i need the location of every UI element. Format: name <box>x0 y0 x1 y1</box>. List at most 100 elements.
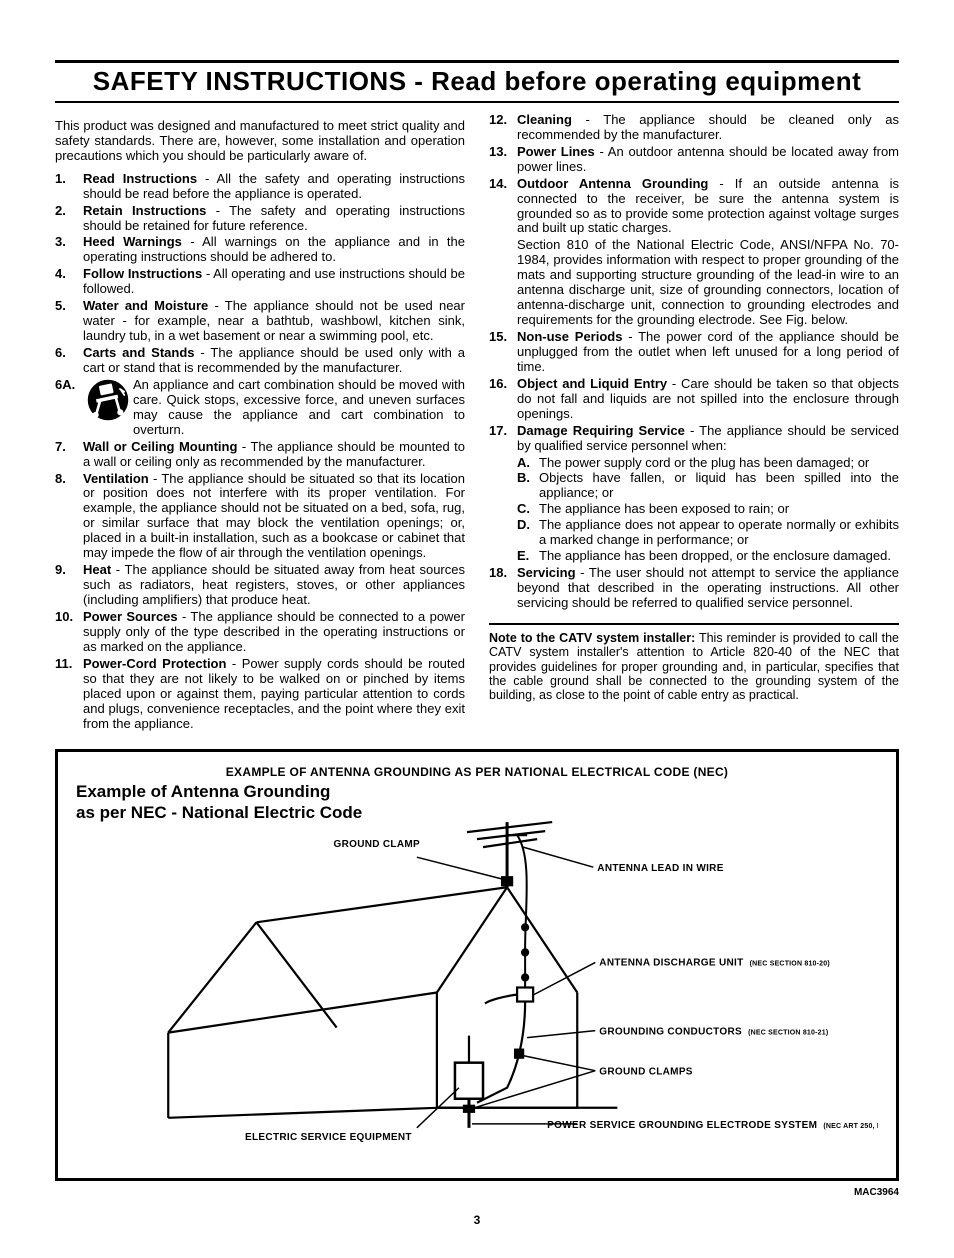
left-list-1: 1.Read Instructions - All the safety and… <box>55 172 465 376</box>
item-number: 3. <box>55 235 83 265</box>
item-text: Section 810 of the National Electric Cod… <box>517 238 899 328</box>
item-number: 1. <box>55 172 83 202</box>
list-item: 15.Non-use Periods - The power cord of t… <box>489 330 899 375</box>
item-number: 14. <box>489 177 517 237</box>
document-page: SAFETY INSTRUCTIONS - Read before operat… <box>0 0 954 1258</box>
left-column: This product was designed and manufactur… <box>55 111 465 734</box>
item-18: 18. Servicing - The user should not atte… <box>489 566 899 611</box>
list-item: 2.Retain Instructions - The safety and o… <box>55 204 465 234</box>
list-item: 13.Power Lines - An outdoor antenna shou… <box>489 145 899 175</box>
item-number: 8. <box>55 472 83 562</box>
page-number: 3 <box>55 1214 899 1228</box>
item-text: Read Instructions - All the safety and o… <box>83 172 465 202</box>
item-text: Retain Instructions - The safety and ope… <box>83 204 465 234</box>
diagram-heading-main: EXAMPLE OF ANTENNA GROUNDING AS PER NATI… <box>76 766 878 780</box>
item-number: 13. <box>489 145 517 175</box>
installer-note: Note to the CATV system installer: This … <box>489 631 899 703</box>
right-list-1: 12.Cleaning - The appliance should be cl… <box>489 113 899 237</box>
svg-text:ANTENNA DISCHARGE UNIT: ANTENNA DISCHARGE UNIT (NEC SECTION 810-… <box>599 957 830 968</box>
item-number: 15. <box>489 330 517 375</box>
sub-text: The appliance has been dropped, or the e… <box>539 549 891 564</box>
item-text: Damage Requiring Service - The appliance… <box>517 424 899 454</box>
content-columns: This product was designed and manufactur… <box>55 111 899 734</box>
svg-text:GROUNDING CONDUCTORS: GROUNDING CONDUCTORS (NEC SECTION 810-21… <box>599 1027 828 1038</box>
left-list-2: 7.Wall or Ceiling Mounting - The applian… <box>55 440 465 732</box>
item-6a: 6A. An a <box>55 378 465 438</box>
list-item: 11.Power-Cord Protection - Power supply … <box>55 657 465 732</box>
item-text: Servicing - The user should not attempt … <box>517 566 899 611</box>
sub-item: C.The appliance has been exposed to rain… <box>517 502 899 517</box>
item-text: An appliance and cart combination should… <box>133 378 465 438</box>
cart-tip-icon <box>83 378 133 438</box>
item-text: Carts and Stands - The appliance should … <box>83 346 465 376</box>
sub-label: C. <box>517 502 539 517</box>
item-text: Heed Warnings - All warnings on the appl… <box>83 235 465 265</box>
item-text: Wall or Ceiling Mounting - The appliance… <box>83 440 465 470</box>
intro-paragraph: This product was designed and manufactur… <box>55 119 465 164</box>
svg-text:GROUND CLAMP: GROUND CLAMP <box>333 839 420 850</box>
list-item: 1.Read Instructions - All the safety and… <box>55 172 465 202</box>
item-text: Follow Instructions - All operating and … <box>83 267 465 297</box>
item-number: 6. <box>55 346 83 376</box>
item-text: Object and Liquid Entry - Care should be… <box>517 377 899 422</box>
diagram-box: EXAMPLE OF ANTENNA GROUNDING AS PER NATI… <box>55 749 899 1181</box>
item-text: Power Lines - An outdoor antenna should … <box>517 145 899 175</box>
right-column: 12.Cleaning - The appliance should be cl… <box>489 111 899 734</box>
item-number: 9. <box>55 563 83 608</box>
sub-text: Objects have fallen, or liquid has been … <box>539 471 899 501</box>
list-item: 4.Follow Instructions - All operating an… <box>55 267 465 297</box>
item-number: 10. <box>55 610 83 655</box>
spacer <box>489 238 517 328</box>
svg-text:ELECTRIC SERVICE EQUIPMENT: ELECTRIC SERVICE EQUIPMENT <box>245 1132 412 1143</box>
svg-text:POWER SERVICE GROUNDING ELECTR: POWER SERVICE GROUNDING ELECTRODE SYSTEM… <box>547 1120 878 1131</box>
list-item: 6.Carts and Stands - The appliance shoul… <box>55 346 465 376</box>
sub-text: The power supply cord or the plug has be… <box>539 456 869 471</box>
title-underline <box>55 101 899 103</box>
page-title: SAFETY INSTRUCTIONS - Read before operat… <box>55 67 899 97</box>
item-number: 4. <box>55 267 83 297</box>
sub-item: A.The power supply cord or the plug has … <box>517 456 899 471</box>
list-item: 5.Water and Moisture - The appliance sho… <box>55 299 465 344</box>
right-list-2: 15.Non-use Periods - The power cord of t… <box>489 330 899 454</box>
list-item: 8.Ventilation - The appliance should be … <box>55 472 465 562</box>
sub-item: E.The appliance has been dropped, or the… <box>517 549 899 564</box>
sub-label: A. <box>517 456 539 471</box>
item-text: Non-use Periods - The power cord of the … <box>517 330 899 375</box>
item-number: 12. <box>489 113 517 143</box>
svg-text:GROUND CLAMPS: GROUND CLAMPS <box>599 1067 693 1078</box>
item-17-sublist: A.The power supply cord or the plug has … <box>489 456 899 565</box>
list-item: 14.Outdoor Antenna Grounding - If an out… <box>489 177 899 237</box>
sub-label: B. <box>517 471 539 501</box>
antenna-grounding-diagram: GROUND CLAMP ANTENNA LEAD IN WIRE ANTENN… <box>76 787 878 1168</box>
list-item: 10.Power Sources - The appliance should … <box>55 610 465 655</box>
sub-item: B.Objects have fallen, or liquid has bee… <box>517 471 899 501</box>
item-number: 7. <box>55 440 83 470</box>
document-id: MAC3964 <box>55 1187 899 1199</box>
top-rule <box>55 60 899 63</box>
sub-text: The appliance has been exposed to rain; … <box>539 502 789 517</box>
list-item: 7.Wall or Ceiling Mounting - The applian… <box>55 440 465 470</box>
list-item: 16.Object and Liquid Entry - Care should… <box>489 377 899 422</box>
list-item: 3.Heed Warnings - All warnings on the ap… <box>55 235 465 265</box>
list-item: 9.Heat - The appliance should be situate… <box>55 563 465 608</box>
list-item: 17.Damage Requiring Service - The applia… <box>489 424 899 454</box>
item-text: Heat - The appliance should be situated … <box>83 563 465 608</box>
sub-text: The appliance does not appear to operate… <box>539 518 899 548</box>
note-rule <box>489 623 899 625</box>
item-number: 16. <box>489 377 517 422</box>
item-number: 11. <box>55 657 83 732</box>
item-number: 2. <box>55 204 83 234</box>
item-text: Power-Cord Protection - Power supply cor… <box>83 657 465 732</box>
sub-label: D. <box>517 518 539 548</box>
sub-item: D.The appliance does not appear to opera… <box>517 518 899 548</box>
list-item: 12.Cleaning - The appliance should be cl… <box>489 113 899 143</box>
item-text: Cleaning - The appliance should be clean… <box>517 113 899 143</box>
item-number: 18. <box>489 566 517 611</box>
item-text: Outdoor Antenna Grounding - If an outsid… <box>517 177 899 237</box>
sub-label: E. <box>517 549 539 564</box>
item-number: 6A. <box>55 378 83 438</box>
item-text: Ventilation - The appliance should be si… <box>83 472 465 562</box>
item-number: 17. <box>489 424 517 454</box>
item-text: Power Sources - The appliance should be … <box>83 610 465 655</box>
svg-text:ANTENNA LEAD IN WIRE: ANTENNA LEAD IN WIRE <box>597 863 723 874</box>
